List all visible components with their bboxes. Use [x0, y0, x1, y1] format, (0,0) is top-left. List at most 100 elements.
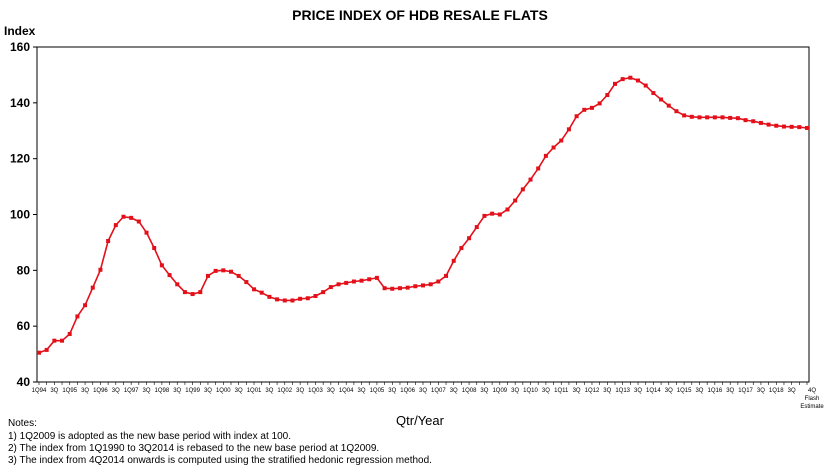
data-point [628, 75, 633, 80]
x-tick-label: 3Q [143, 388, 151, 394]
data-point [60, 338, 65, 343]
data-point [436, 279, 441, 284]
x-tick-label: 3Q [419, 388, 427, 394]
data-point [528, 177, 533, 182]
x-tick-label: 1Q17 [738, 388, 753, 394]
data-point [789, 124, 794, 129]
x-tick-label: 3Q [480, 388, 488, 394]
y-tick-label: 80 [17, 263, 31, 277]
x-tick-label: 1Q04 [339, 388, 354, 394]
data-point [674, 109, 679, 114]
data-point [697, 115, 702, 120]
data-point [136, 219, 141, 224]
x-tick-label: 3Q [173, 388, 181, 394]
data-point [198, 290, 203, 295]
x-tick-label: 3Q [112, 388, 120, 394]
chart-title: PRICE INDEX OF HDB RESALE FLATS [292, 7, 548, 23]
x-tick-label: 1Q18 [769, 388, 784, 394]
y-tick-label: 140 [10, 96, 30, 110]
x-tick-label: 3Q [204, 388, 212, 394]
data-point [451, 258, 456, 263]
data-point [321, 290, 326, 295]
data-point [643, 83, 648, 88]
data-point [582, 107, 587, 112]
data-point [382, 286, 387, 291]
data-point [467, 236, 472, 241]
data-point [781, 124, 786, 129]
y-tick-label: 100 [10, 208, 30, 222]
y-tick-label: 60 [17, 319, 31, 333]
notes: Notes: 1) 1Q2009 is adopted as the new b… [8, 418, 432, 466]
series-line [38, 76, 808, 354]
data-point [113, 223, 118, 228]
data-point [497, 212, 502, 217]
data-point [705, 115, 710, 120]
data-point [336, 282, 341, 287]
x-tick-label: 1Q10 [523, 388, 538, 394]
data-point [37, 350, 41, 355]
plot-area [36, 46, 810, 383]
data-point [374, 275, 379, 280]
data-point [229, 269, 233, 274]
data-point [551, 145, 556, 150]
data-point [98, 267, 103, 272]
data-point [367, 277, 372, 282]
x-tick-label: 3Q [450, 388, 458, 394]
data-point [52, 338, 57, 343]
data-point [397, 286, 402, 291]
y-tick-label: 120 [10, 152, 30, 166]
data-point [536, 166, 541, 171]
data-point [259, 290, 264, 295]
data-point [144, 230, 149, 235]
x-tick-label: 3Q [265, 388, 273, 394]
x-tick-label: 1Q06 [400, 388, 415, 394]
data-point [359, 278, 364, 283]
data-point [106, 239, 111, 244]
data-point [428, 282, 433, 287]
x-tick-label: 1Q97 [124, 388, 139, 394]
x-tick-label: 1Q14 [646, 388, 661, 394]
data-point [720, 115, 725, 120]
data-point [275, 297, 280, 302]
x-axis-title: Qtr/Year [396, 413, 445, 428]
data-point [566, 127, 571, 132]
x-tick-label: 1Q94 [32, 388, 47, 394]
x-tick-label: 3Q [542, 388, 550, 394]
data-point [659, 97, 664, 102]
data-point [543, 153, 548, 158]
data-point [205, 273, 210, 278]
data-point [735, 116, 740, 121]
data-point [83, 303, 88, 308]
data-point [505, 207, 510, 212]
data-point [175, 282, 180, 287]
data-point [267, 294, 272, 299]
data-point [282, 298, 287, 303]
x-tick-label: 3Q [388, 388, 396, 394]
y-axis: 40 60 80 100 120 140 160 [10, 40, 37, 389]
y-axis-title: Index [4, 24, 36, 38]
data-point [244, 280, 249, 285]
x-tick-label: 3Q [327, 388, 335, 394]
data-point [67, 331, 72, 336]
notes-heading: Notes: [8, 418, 37, 429]
note-2: 2) The index from 1Q1990 to 3Q2014 is re… [8, 443, 379, 454]
x-tick-label: 3Q [634, 388, 642, 394]
x-tick-label: 1Q02 [277, 388, 292, 394]
y-tick-label: 40 [17, 375, 31, 389]
x-tick-label: 3Q [788, 388, 796, 394]
plot-frame [36, 46, 810, 383]
data-point [597, 101, 602, 106]
x-tick-label: 4Q Flash Estimate [800, 388, 824, 410]
data-point [421, 283, 425, 288]
data-point [666, 103, 671, 108]
data-point [290, 298, 295, 303]
data-point [152, 246, 157, 250]
data-point [490, 211, 495, 216]
data-point [390, 286, 395, 291]
x-tick-label: 1Q16 [707, 388, 722, 394]
data-point [797, 125, 802, 130]
x-axis: 1Q94 3Q 1Q95 3Q 1Q96 3Q 1Q97 3Q 1Q98 3Q 1Q99 3Q 1Q00… [32, 382, 824, 410]
x-tick-label: 3Q [665, 388, 673, 394]
data-point [236, 273, 241, 278]
x-tick-label: 1Q12 [585, 388, 600, 394]
